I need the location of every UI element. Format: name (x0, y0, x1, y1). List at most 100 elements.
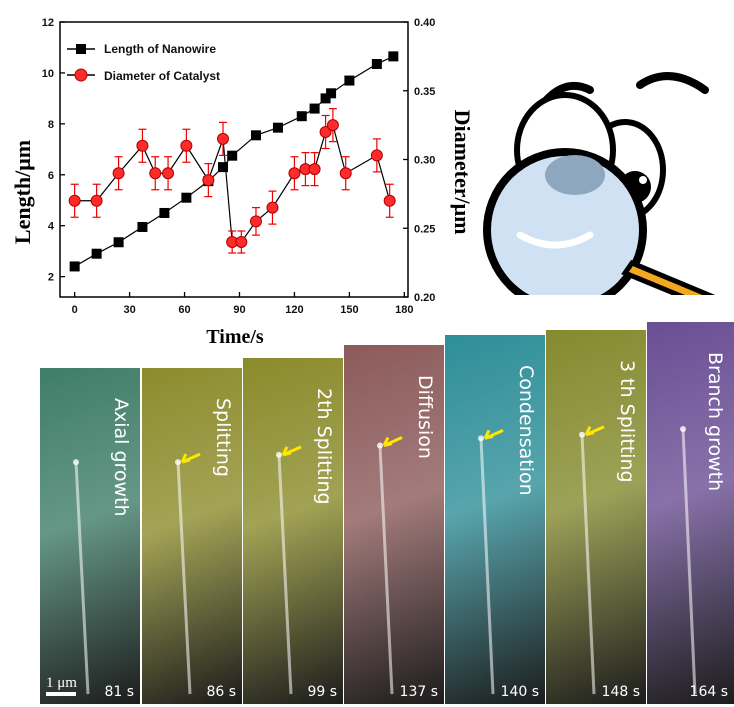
y-right-axis-title: Diameter/μm (450, 110, 470, 235)
dual-axis-chart: 0 30 60 90 120 150 180 2 4 6 8 10 12 0.20 0.25 0.30 0.35… (10, 17, 470, 345)
x-tick-label: 150 (340, 304, 358, 316)
diameter-point (249, 215, 262, 228)
micrograph-panel: Condensation 140 s (445, 335, 545, 704)
y-left-tick-label: 12 (42, 17, 54, 29)
diameter-point (235, 236, 248, 248)
length-point (344, 75, 355, 86)
nanowire-illustration (73, 459, 90, 695)
panel-time: 137 s (399, 684, 438, 700)
length-point (113, 237, 124, 248)
nanowire-illustration (478, 428, 504, 695)
y-left-tick-label: 4 (48, 221, 55, 233)
x-tick-label: 0 (72, 304, 78, 316)
arrow-icon (180, 452, 201, 464)
length-point (159, 207, 170, 218)
nanowire-illustration (276, 445, 302, 695)
x-tick-label: 30 (123, 304, 135, 316)
legend-label-length: Length of Nanowire (104, 42, 216, 56)
arrow-icon (584, 425, 605, 437)
y-left-tick-label: 2 (48, 272, 54, 284)
nanowire-illustration (175, 452, 201, 695)
length-point (91, 248, 102, 259)
diameter-point (370, 149, 383, 162)
y-right-tick-label: 0.20 (414, 292, 435, 304)
diameter-point (326, 119, 339, 132)
legend-label-diameter: Diameter of Catalyst (104, 69, 220, 83)
panel-label: Condensation (515, 365, 537, 496)
length-point (388, 51, 399, 62)
micrograph-panel: Axial growth 81 s 1 μm (40, 368, 140, 704)
y-left-tick-label: 6 (48, 170, 54, 182)
length-point (69, 261, 80, 272)
diameter-point (288, 167, 301, 180)
length-point (218, 162, 229, 173)
panel-time: 140 s (500, 684, 539, 700)
length-point (296, 111, 307, 122)
nanowire-illustration (377, 436, 403, 695)
diameter-point (136, 139, 149, 152)
series-line-1 (74, 124, 391, 243)
micrograph-panel: Splitting 86 s (142, 368, 242, 704)
diameter-point (149, 167, 162, 180)
length-point (371, 59, 382, 70)
scale-bar (46, 692, 76, 696)
panel-label: 3 th Splitting (616, 360, 638, 483)
y-left-axis-title: Length/μm (10, 140, 35, 244)
diameter-point (112, 167, 125, 180)
length-point (250, 130, 261, 141)
micrograph-panel: Branch growth 164 s (647, 322, 734, 704)
x-tick-label: 180 (395, 304, 413, 316)
length-point (137, 221, 148, 232)
micrograph-panel: Diffusion 137 s (344, 345, 444, 704)
length-point (326, 88, 337, 99)
panel-label: Splitting (212, 398, 234, 477)
micrograph-panel: 3 th Splitting 148 s (546, 330, 646, 704)
length-point (309, 103, 320, 114)
diameter-point (162, 167, 175, 180)
y-right-tick-label: 0.30 (414, 155, 435, 167)
diameter-point (90, 194, 103, 207)
diameter-point (68, 194, 81, 207)
micrograph-panel: 2th Splitting 99 s (243, 358, 343, 704)
nanowire-illustration (579, 425, 605, 695)
legend-marker-length (76, 44, 86, 54)
x-axis-title: Time/s (206, 326, 264, 345)
x-tick-label: 90 (233, 304, 245, 316)
length-point (320, 93, 331, 104)
panel-label: 2th Splitting (313, 388, 335, 505)
panel-label: Axial growth (110, 398, 132, 517)
length-point (181, 192, 192, 203)
length-point (272, 122, 283, 133)
nanowire-illustration (680, 425, 697, 695)
panel-time: 148 s (601, 684, 640, 700)
diameter-point (202, 174, 215, 187)
y-right-tick-label: 0.35 (414, 86, 435, 98)
arrow-icon (281, 445, 302, 457)
panel-time: 86 s (206, 684, 236, 700)
magnifying-glass-cartoon (483, 72, 716, 295)
x-tick-label: 60 (178, 304, 190, 316)
panel-time: 164 s (689, 684, 728, 700)
y-left-tick-label: 10 (42, 68, 54, 80)
scale-bar-label: 1 μm (46, 675, 77, 691)
arrow-icon (483, 428, 504, 440)
y-right-tick-label: 0.40 (414, 17, 435, 29)
panel-label: Diffusion (414, 375, 436, 459)
diameter-point (266, 201, 279, 214)
diameter-point (383, 194, 396, 207)
panel-label: Branch growth (704, 352, 726, 492)
x-tick-label: 120 (285, 304, 303, 316)
diameter-point (308, 163, 321, 176)
legend: Length of Nanowire Diameter of Catalyst (67, 42, 220, 83)
arrow-icon (382, 436, 403, 447)
panel-time: 99 s (307, 684, 337, 700)
diameter-point (319, 126, 332, 138)
y-right-tick-label: 0.25 (414, 223, 435, 235)
panel-time: 81 s (104, 684, 134, 700)
diameter-point (217, 132, 230, 145)
length-point (227, 150, 238, 161)
diameter-point (339, 167, 352, 180)
legend-marker-diameter (74, 68, 88, 82)
diameter-point (180, 139, 193, 152)
y-left-tick-label: 8 (48, 119, 54, 131)
